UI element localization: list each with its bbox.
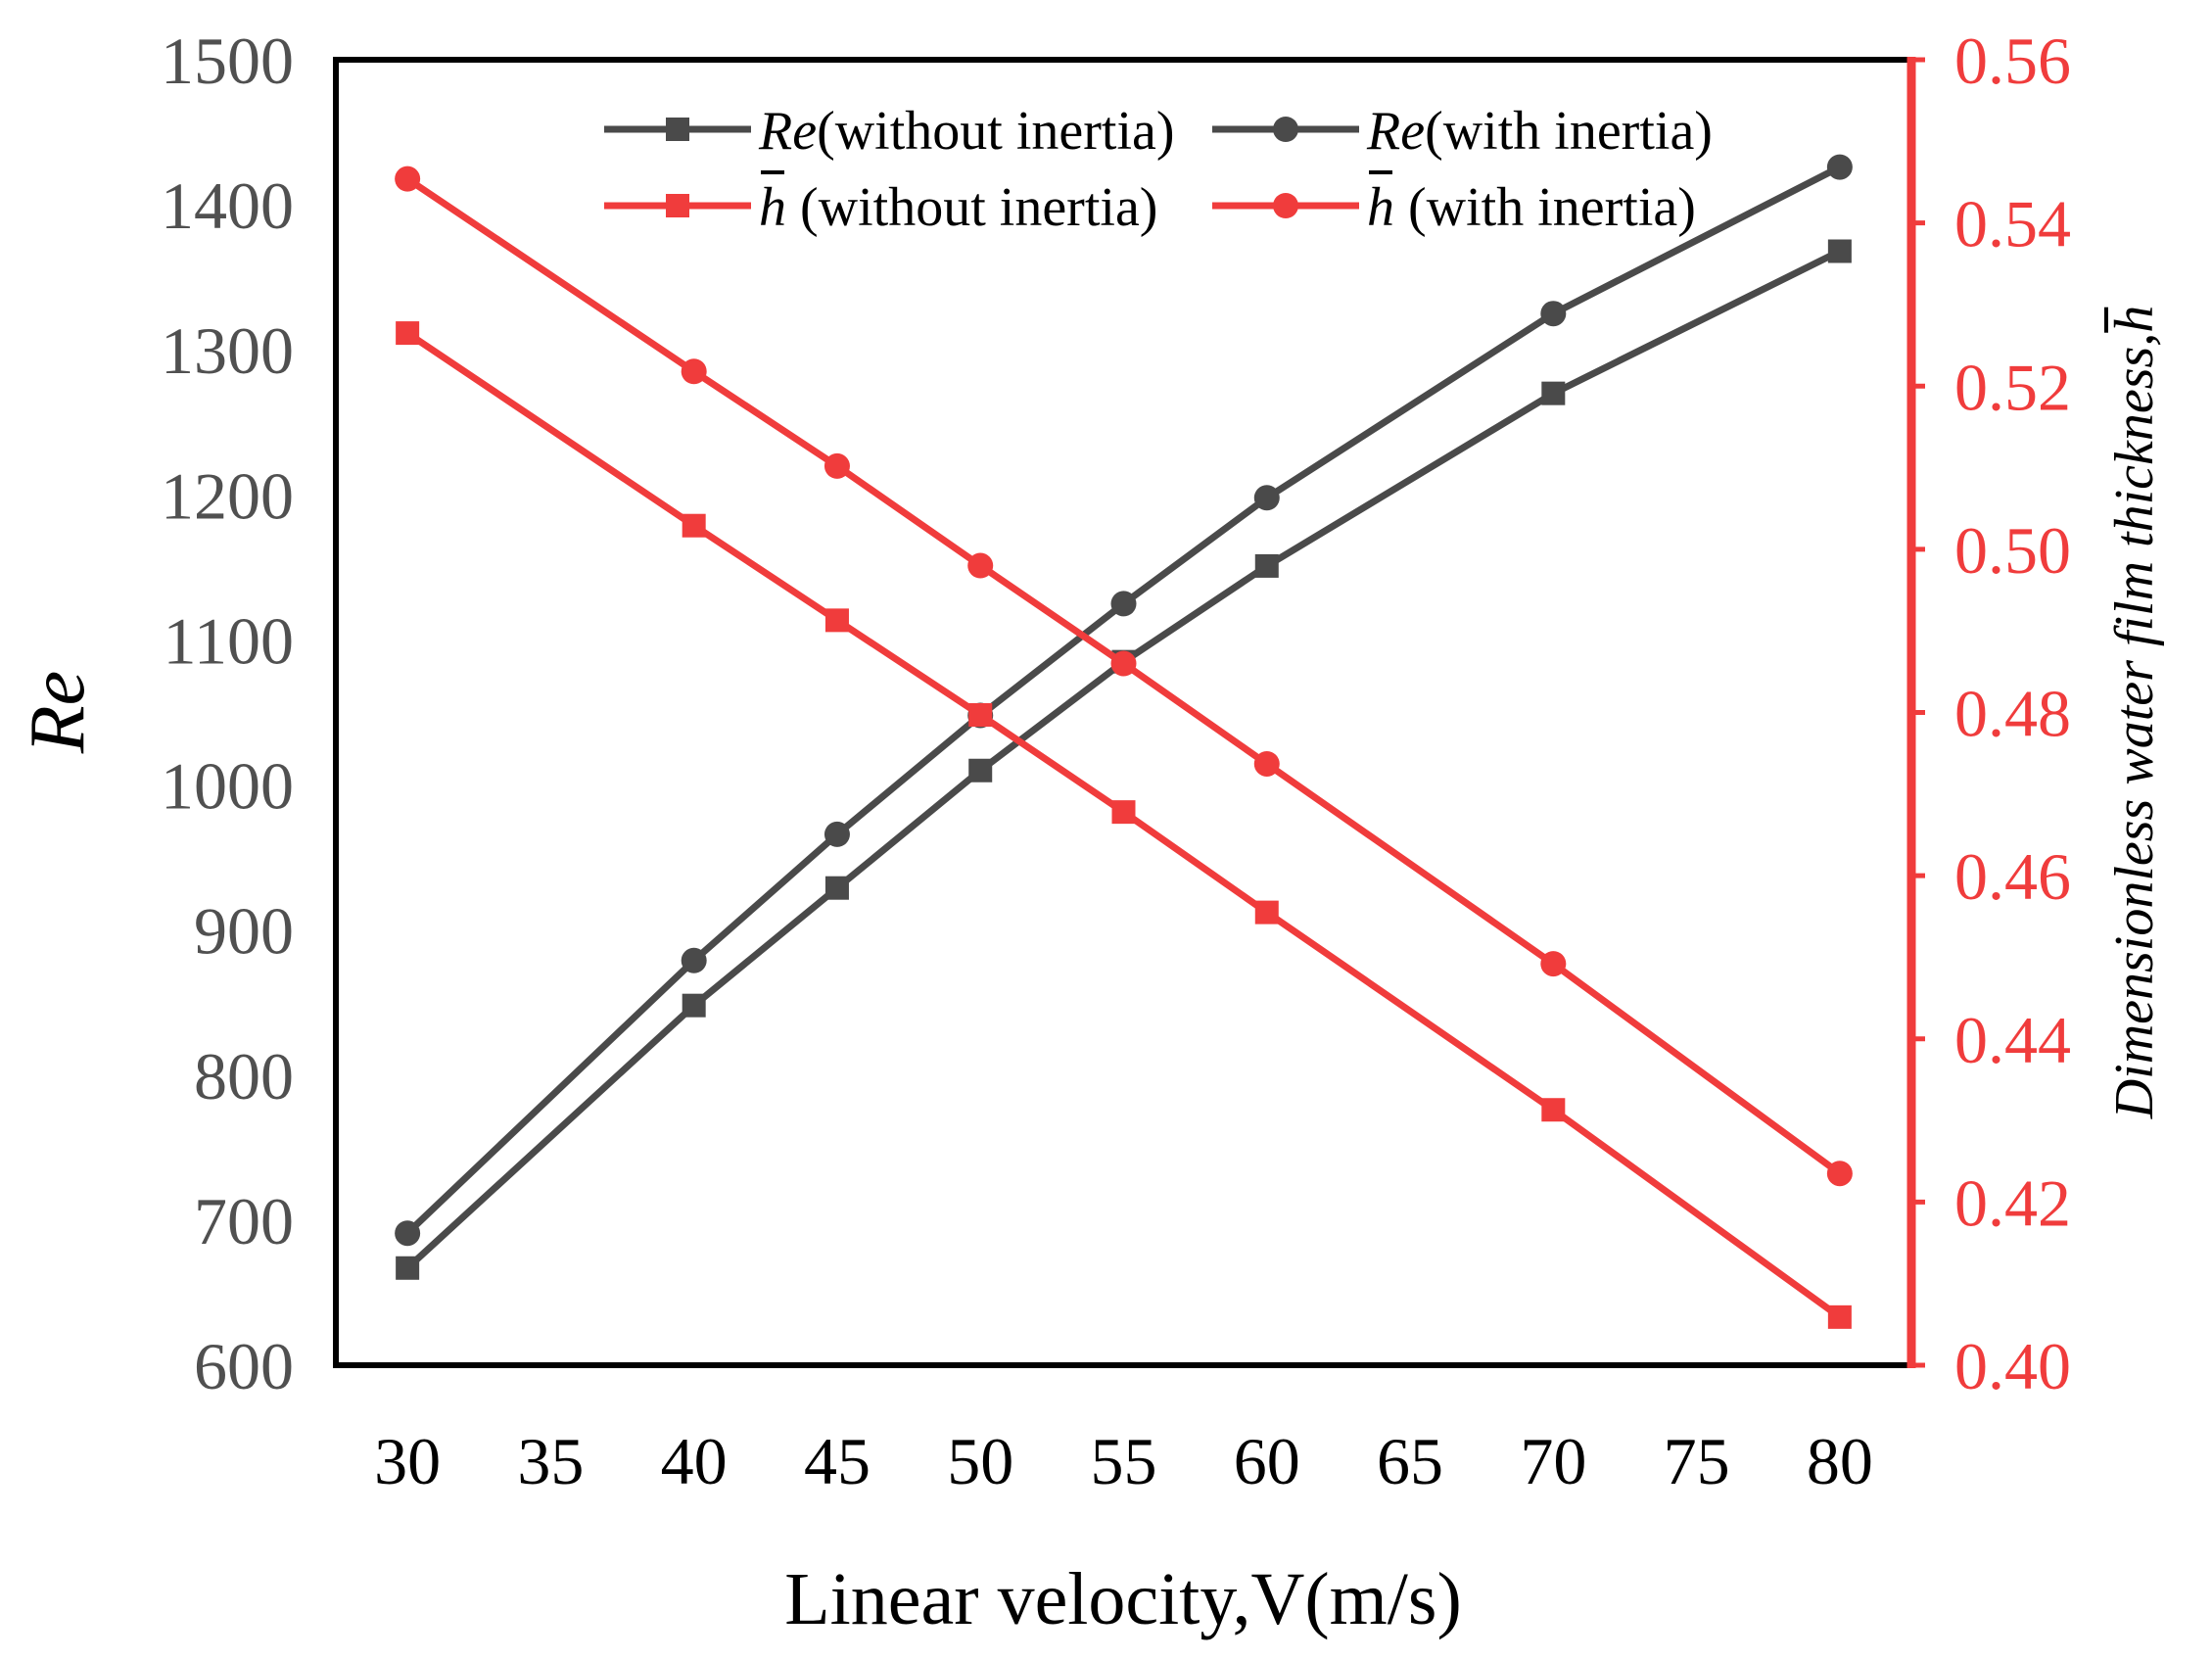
- x-tick-label: 30: [374, 1424, 441, 1498]
- y-right-tick-label: 0.52: [1954, 350, 2071, 424]
- data-point: [1827, 1304, 1852, 1329]
- legend-marker: [1273, 117, 1298, 142]
- data-point: [681, 947, 707, 973]
- plot-frame: [333, 57, 1914, 1368]
- y-left-tick-label: 700: [194, 1184, 294, 1258]
- y-left-tick-label: 1300: [161, 313, 294, 388]
- data-point: [1540, 301, 1567, 327]
- series-line: [405, 330, 1842, 1320]
- legend: Re(without inertia) Re(with inertia)h (wi…: [604, 101, 1713, 238]
- legend-entry: h (without inertia): [604, 170, 1157, 238]
- x-tick-label: 80: [1807, 1424, 1873, 1498]
- legend-label: Re(without inertia): [758, 101, 1175, 162]
- legend-symbol: h: [1367, 177, 1394, 238]
- legend-symbol: Re: [758, 101, 817, 162]
- data-point: [1541, 1098, 1566, 1122]
- y-right-tick-label: 0.50: [1954, 513, 2071, 588]
- x-tick-label: 45: [804, 1424, 871, 1498]
- data-point: [682, 993, 706, 1018]
- data-point: [1111, 800, 1136, 825]
- data-point: [1826, 1161, 1853, 1187]
- x-tick-label: 40: [661, 1424, 728, 1498]
- series-line: [404, 248, 1842, 1271]
- legend-suffix: (with inertia): [1425, 101, 1713, 162]
- data-point: [824, 608, 849, 633]
- data-point: [824, 876, 849, 900]
- x-tick-label: 50: [947, 1424, 1013, 1498]
- y-left-tick-label: 1200: [161, 458, 294, 533]
- data-point: [1826, 154, 1853, 180]
- y-left-tick-label: 1400: [161, 168, 294, 243]
- legend-entry: h (with inertia): [1212, 170, 1696, 238]
- data-point: [967, 552, 994, 579]
- y-right-tick-label: 0.48: [1954, 677, 2071, 751]
- data-point: [1110, 650, 1137, 677]
- legend-symbol: h: [759, 177, 786, 238]
- x-tick-label: 70: [1520, 1424, 1586, 1498]
- data-point: [968, 702, 993, 727]
- x-tick-label: 75: [1664, 1424, 1730, 1498]
- x-tick-label: 60: [1234, 1424, 1300, 1498]
- data-point: [1254, 900, 1279, 925]
- right-axis-label: Dimensionless water film thickness,h: [2104, 306, 2165, 1120]
- y-right-tick-label: 0.44: [1954, 1003, 2071, 1077]
- right-axis-label-group: Dimensionless water film thickness,h: [2104, 306, 2165, 1120]
- data-point: [1254, 553, 1279, 578]
- series-layer: [395, 154, 1853, 1329]
- data-point: [396, 1256, 420, 1280]
- x-axis-label: Linear velocity,V(m/s): [784, 1558, 1462, 1640]
- y-right-tick-label: 0.46: [1954, 839, 2071, 914]
- x-tick-label: 65: [1377, 1424, 1443, 1498]
- y-right-tick-label: 0.42: [1954, 1165, 2071, 1240]
- x-tick-label: 35: [517, 1424, 584, 1498]
- legend-label: h (with inertia): [1367, 177, 1696, 238]
- series-3: [395, 166, 1853, 1187]
- y-right-tick-label: 0.54: [1954, 187, 2071, 261]
- series-line: [405, 175, 1842, 1177]
- y-right-tick-label: 0.56: [1954, 24, 2071, 98]
- legend-entry: Re(with inertia): [1212, 101, 1713, 162]
- y-left-tick-label: 900: [194, 894, 294, 969]
- data-point: [395, 1220, 421, 1247]
- data-point: [824, 821, 850, 847]
- series-line: [404, 164, 1842, 1236]
- legend-label: h (without inertia): [759, 177, 1157, 238]
- legend-label: Re(with inertia): [1366, 101, 1713, 162]
- legend-entry: Re(without inertia): [604, 101, 1175, 162]
- series-0: [396, 239, 1852, 1280]
- y-left-tick-label: 1100: [164, 603, 294, 678]
- data-point: [1827, 239, 1852, 263]
- data-point: [1110, 591, 1137, 617]
- left-axis-label: Re: [15, 671, 101, 754]
- y-left-tick-label: 600: [194, 1329, 294, 1403]
- x-tick-label: 55: [1091, 1424, 1157, 1498]
- y-left-tick-label: 1000: [161, 749, 294, 824]
- data-point: [1540, 951, 1567, 977]
- data-point: [396, 321, 420, 346]
- y-left-tick-label: 1500: [161, 24, 294, 98]
- legend-suffix: (without inertia): [817, 101, 1174, 162]
- series-2: [396, 321, 1852, 1329]
- legend-marker: [666, 118, 689, 141]
- legend-suffix: (with inertia): [1394, 177, 1696, 238]
- data-point: [681, 358, 707, 385]
- legend-marker: [1273, 193, 1298, 218]
- legend-symbol: Re: [1366, 101, 1425, 162]
- data-point: [824, 452, 850, 479]
- data-point: [1541, 381, 1566, 405]
- data-point: [1253, 485, 1280, 511]
- ticks-layer: 600 700 800 900 1000 1100 1200 1300 1400 1500 0.40…: [161, 24, 2071, 1498]
- legend-marker: [666, 194, 689, 217]
- legend-suffix: (without inertia): [786, 177, 1157, 238]
- data-point: [1253, 750, 1280, 777]
- data-point: [395, 166, 421, 192]
- data-point: [682, 513, 706, 538]
- y-right-tick-label: 0.40: [1954, 1329, 2071, 1403]
- y-left-tick-label: 800: [194, 1039, 294, 1114]
- data-point: [968, 758, 993, 783]
